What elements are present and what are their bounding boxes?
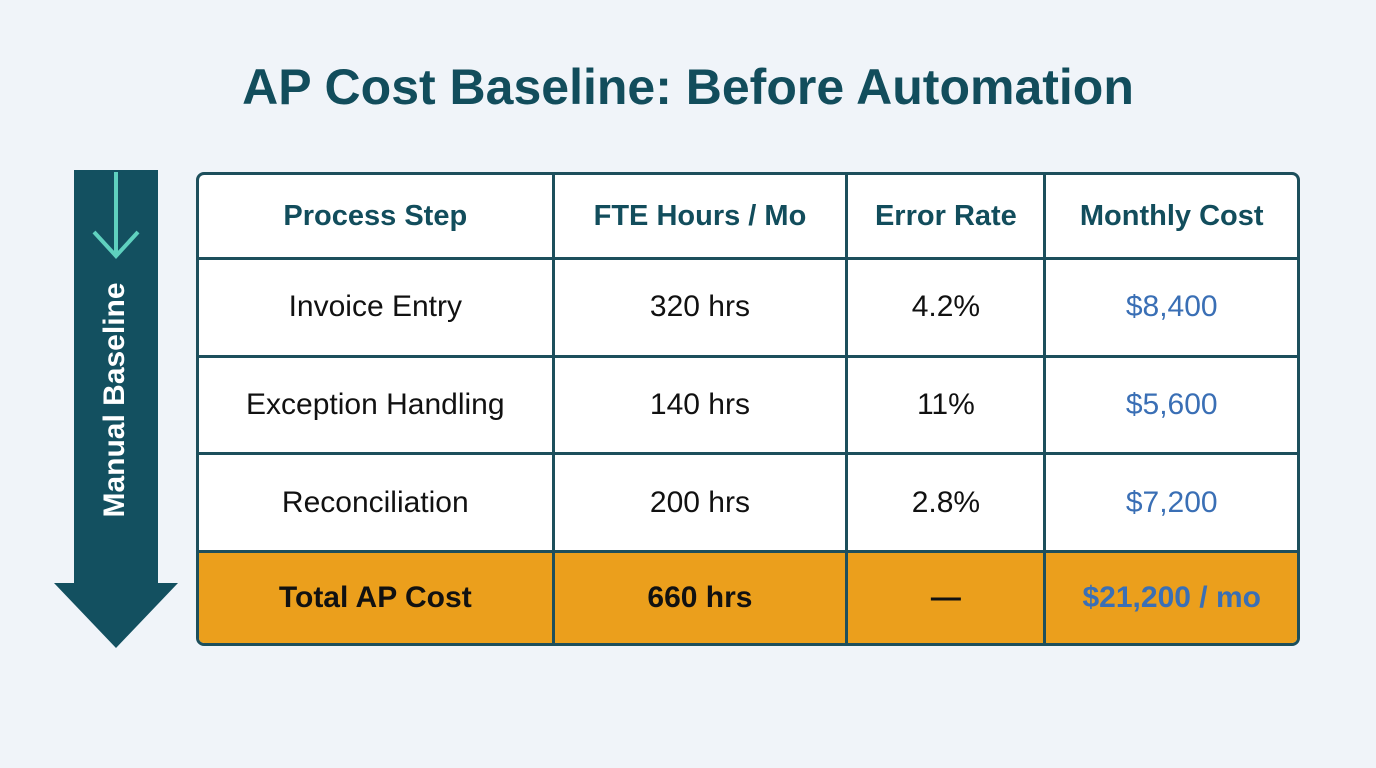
cell: Reconciliation: [199, 455, 555, 553]
cell: 660 hrs: [554, 552, 849, 643]
column-header: Error Rate: [848, 175, 1047, 260]
column-header: Process Step: [199, 175, 555, 260]
cell: —: [848, 552, 1047, 643]
cell: $21,200 / mo: [1046, 552, 1297, 643]
title: AP Cost Baseline: Before Automation: [0, 58, 1376, 116]
row: Exception Handling 140 hrs 11% $5,600: [199, 357, 1297, 456]
cell: 140 hrs: [554, 357, 849, 456]
side-label: Manual Baseline: [98, 282, 131, 517]
row: Reconciliation 200 hrs 2.8% $7,200: [199, 455, 1297, 553]
column-header: Monthly Cost: [1046, 175, 1297, 260]
cell: 200 hrs: [554, 455, 849, 553]
cell: Exception Handling: [199, 357, 555, 456]
cost-table: Process Step FTE Hours / Mo Error Rate Mont…: [196, 172, 1300, 646]
title-text: AP Cost Baseline: Before Automation: [242, 59, 1134, 115]
cell: Invoice Entry: [199, 260, 555, 358]
row: Invoice Entry 320 hrs 4.2% $8,400: [199, 260, 1297, 358]
cell: Total AP Cost: [199, 552, 555, 643]
side-arrow: Manual Baseline: [54, 170, 178, 648]
cell: 4.2%: [848, 260, 1047, 358]
column-header: FTE Hours / Mo: [554, 175, 849, 260]
cell: $5,600: [1046, 358, 1297, 456]
total-row: Total AP Cost 660 hrs — $21,200 / mo: [199, 552, 1297, 643]
cell: $8,400: [1046, 260, 1297, 358]
cell: 11%: [848, 357, 1047, 456]
cell: 320 hrs: [554, 260, 849, 358]
cell: 2.8%: [848, 455, 1047, 553]
header-row: Process Step FTE Hours / Mo Error Rate Mont…: [199, 175, 1297, 260]
cell: $7,200: [1046, 455, 1297, 553]
